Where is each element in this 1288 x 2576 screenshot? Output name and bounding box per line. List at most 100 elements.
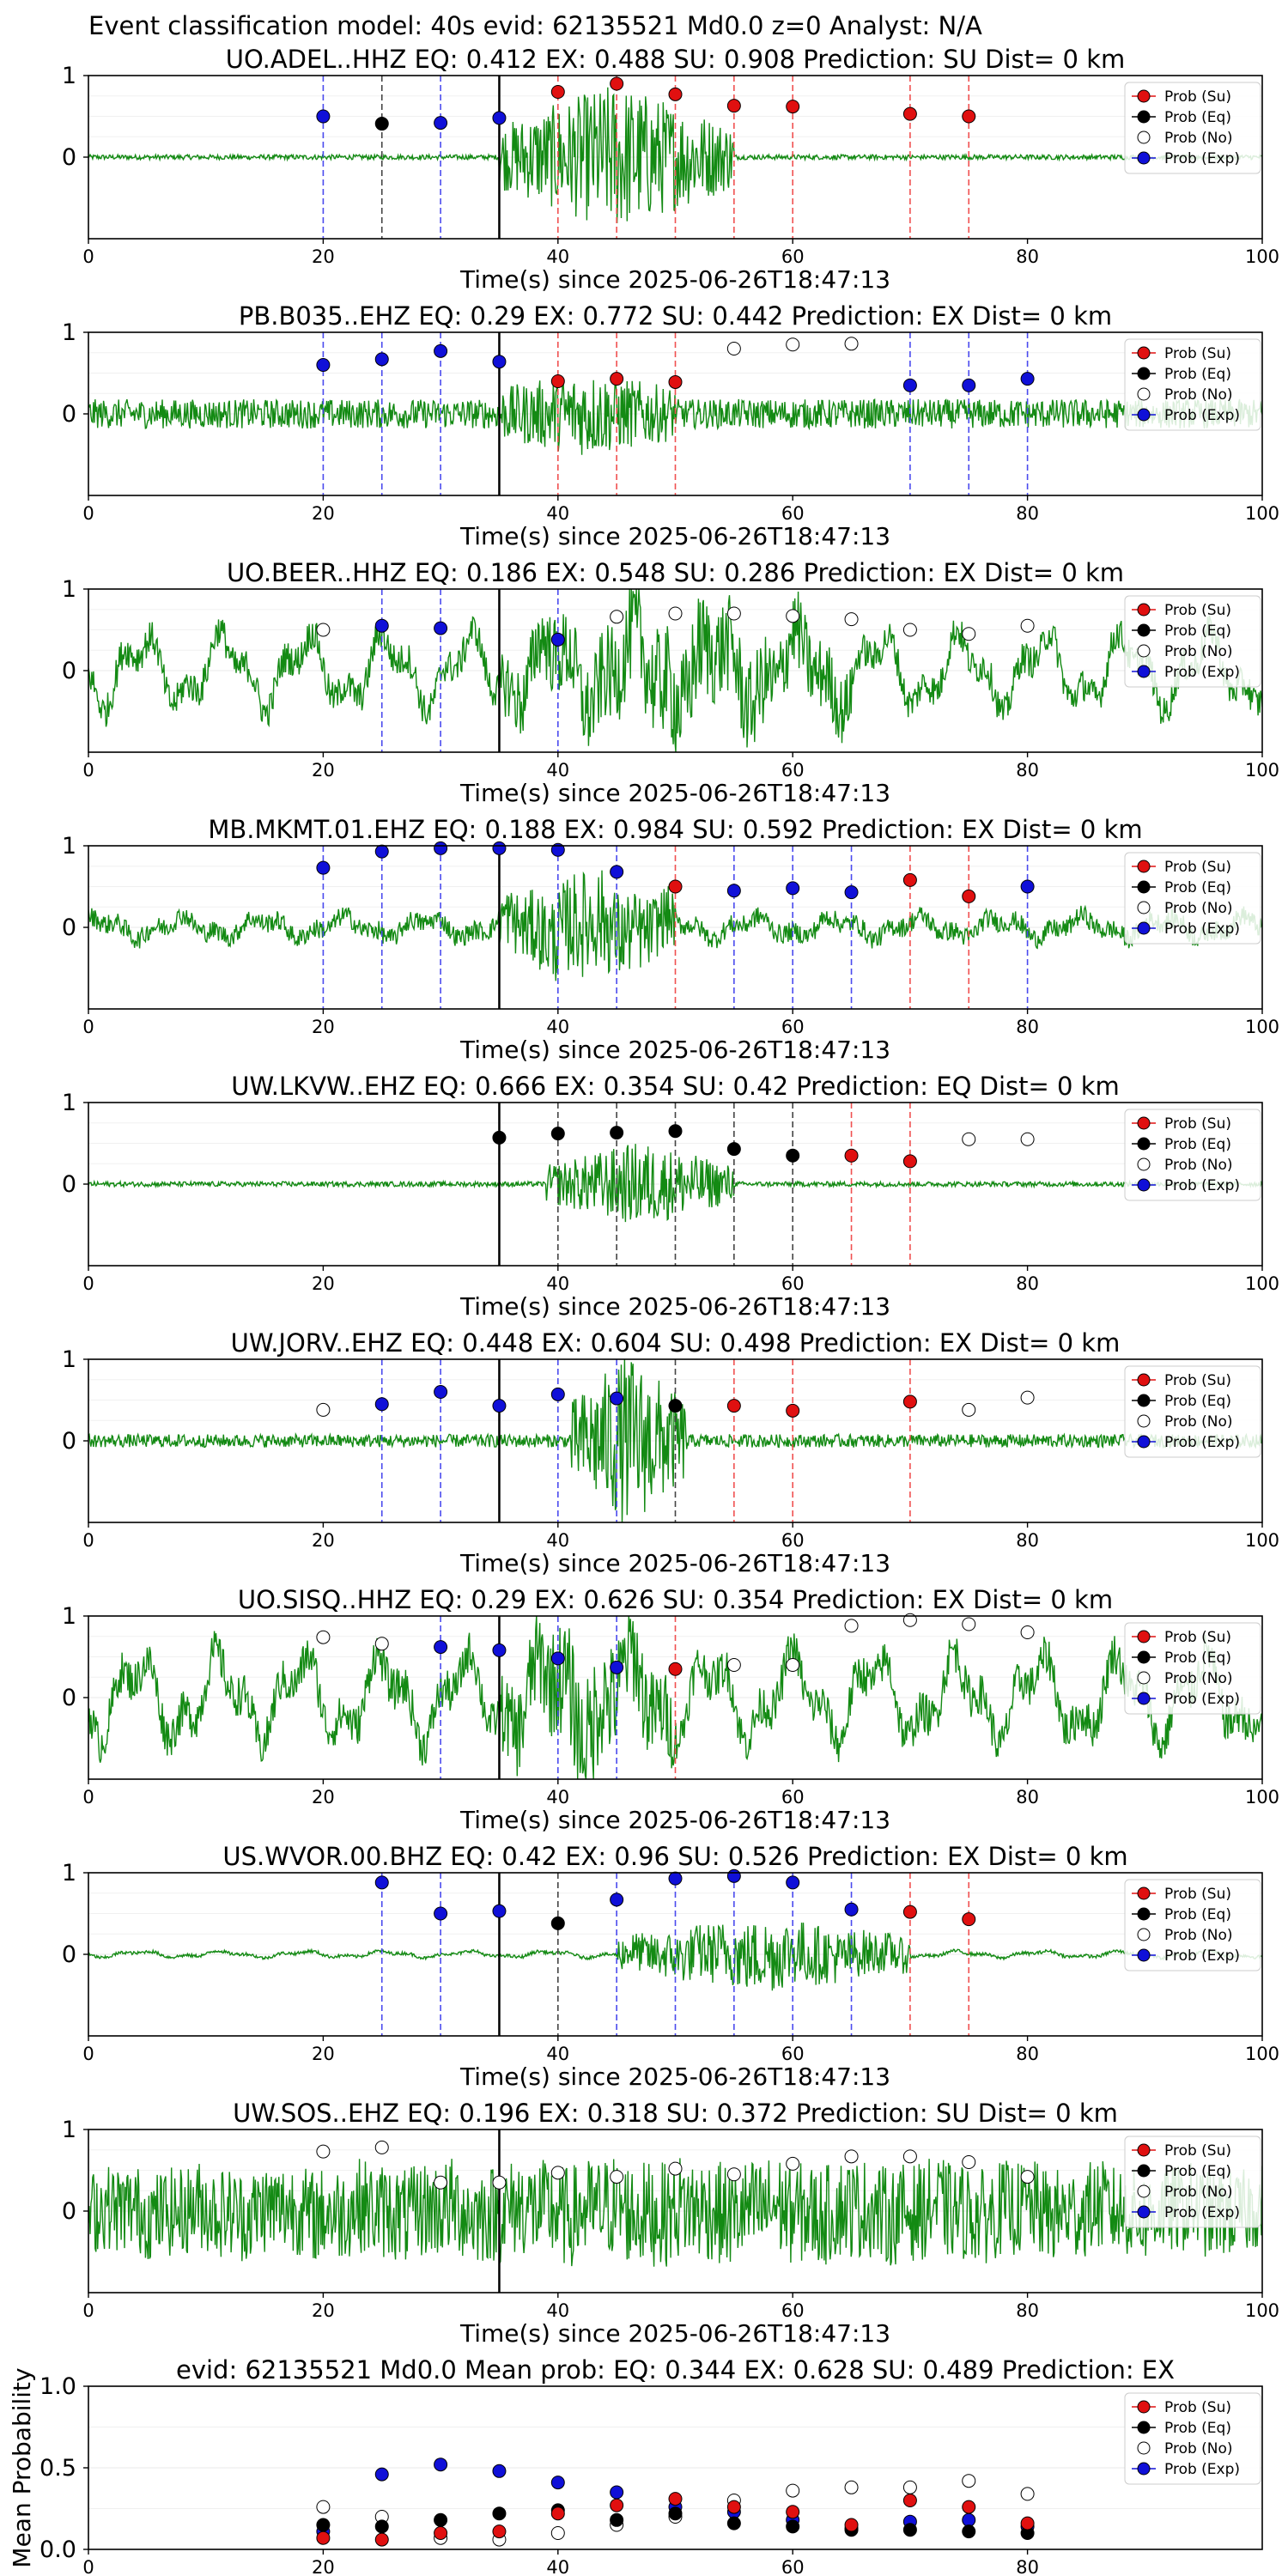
x-axis-label: Time(s) since 2025-06-26T18:47:13 [459, 1806, 890, 1834]
x-tick-label: 0 [82, 1787, 94, 1807]
legend-marker-su [1137, 1886, 1151, 1900]
y-tick-label: 0 [62, 2198, 76, 2225]
legend-label: Prob (No) [1164, 643, 1233, 660]
legend-label: Prob (Eq) [1164, 1906, 1231, 1923]
legend-marker-eq [1137, 880, 1151, 894]
marker-exp [316, 109, 331, 124]
x-tick-label: 40 [546, 2300, 569, 2321]
marker-no [316, 2500, 331, 2514]
marker-eq [902, 2523, 917, 2537]
legend-marker-exp [1137, 1948, 1151, 1962]
x-tick-label: 100 [1245, 246, 1279, 267]
legend-marker-su [1137, 860, 1151, 873]
panel-title: UW.LKVW..EHZ EQ: 0.666 EX: 0.354 SU: 0.4… [231, 1072, 1120, 1101]
marker-exp [668, 1871, 683, 1886]
x-tick-label: 20 [312, 246, 335, 267]
marker-su [726, 1399, 741, 1413]
marker-no [668, 606, 683, 621]
legend-label: Prob (No) [1164, 1927, 1233, 1944]
marker-su [786, 2505, 800, 2519]
marker-eq [374, 117, 389, 131]
marker-exp [316, 860, 331, 875]
legend-marker-su [1137, 346, 1151, 360]
marker-exp [374, 618, 389, 633]
marker-su [668, 87, 683, 101]
legend-label: Prob (No) [1164, 900, 1233, 917]
marker-no [844, 337, 859, 351]
legend: Prob (Su) Prob (Eq) Prob (No) Prob (Exp) [1124, 595, 1261, 688]
legend-label: Prob (No) [1164, 1413, 1233, 1431]
marker-eq [786, 2519, 800, 2534]
x-tick-label: 60 [781, 2557, 805, 2576]
legend-marker-no [1137, 1414, 1151, 1428]
marker-exp [550, 1387, 565, 1401]
marker-eq [668, 1124, 683, 1139]
marker-su [550, 374, 565, 388]
marker-no [1020, 2170, 1035, 2184]
marker-eq [786, 1148, 800, 1163]
marker-no [844, 612, 859, 627]
y-tick-label: 0 [62, 401, 76, 428]
marker-su [726, 99, 741, 113]
marker-exp [434, 1906, 448, 1921]
marker-no [668, 2161, 683, 2176]
marker-su [902, 106, 917, 121]
marker-exp [434, 841, 448, 855]
x-tick-label: 0 [82, 503, 94, 524]
marker-no [610, 610, 624, 624]
legend-label: Prob (No) [1164, 130, 1233, 147]
marker-no [786, 609, 800, 623]
legend-marker-no [1137, 644, 1151, 658]
marker-exp [434, 1385, 448, 1399]
x-tick-label: 100 [1245, 1530, 1279, 1551]
marker-exp [1020, 372, 1035, 386]
marker-no [962, 1402, 976, 1417]
y-tick-label: 0.5 [39, 2455, 76, 2482]
panel-title: MB.MKMT.01.EHZ EQ: 0.188 EX: 0.984 SU: 0… [208, 815, 1142, 844]
legend-label: Prob (Exp) [1164, 920, 1240, 938]
figure-title: Event classification model: 40s evid: 62… [88, 11, 982, 40]
marker-su [962, 1912, 976, 1927]
marker-no [316, 2144, 331, 2159]
x-tick-label: 40 [546, 760, 569, 781]
legend-box [1124, 1879, 1261, 1971]
legend-box [1124, 595, 1261, 688]
x-axis-label: Time(s) since 2025-06-26T18:47:13 [459, 522, 890, 550]
marker-exp [492, 1643, 507, 1657]
marker-exp [726, 884, 741, 898]
panel-3: UO.BEER..HHZ EQ: 0.186 EX: 0.548 SU: 0.2… [62, 558, 1279, 807]
marker-no [1020, 2487, 1035, 2501]
marker-eq [434, 2512, 448, 2527]
x-tick-label: 20 [312, 1017, 335, 1037]
legend-marker-no [1137, 1157, 1151, 1171]
legend-marker-eq [1137, 1907, 1151, 1921]
legend: Prob (Su) Prob (Eq) Prob (No) Prob (Exp) [1124, 338, 1261, 431]
x-tick-label: 80 [1016, 760, 1039, 781]
marker-su [902, 1905, 917, 1919]
x-tick-label: 20 [312, 1787, 335, 1807]
x-tick-label: 60 [781, 1017, 805, 1037]
marker-no [962, 627, 976, 641]
marker-no [962, 2155, 976, 2169]
marker-su [668, 374, 683, 389]
x-tick-label: 20 [312, 2300, 335, 2321]
marker-exp [610, 2485, 624, 2500]
legend-marker-eq [1137, 1137, 1151, 1151]
legend-marker-no [1137, 901, 1151, 914]
legend-marker-su [1137, 1630, 1151, 1643]
marker-eq [374, 2519, 389, 2534]
marker-su [962, 2500, 976, 2514]
marker-no [726, 606, 741, 621]
legend-box [1124, 1622, 1261, 1715]
legend-marker-eq [1137, 1650, 1151, 1664]
y-tick-label: 1 [62, 576, 76, 603]
legend-marker-exp [1137, 1435, 1151, 1449]
x-tick-label: 40 [546, 503, 569, 524]
marker-no [786, 337, 800, 352]
legend-marker-exp [1137, 921, 1151, 935]
y-tick-label: 0 [62, 1428, 76, 1455]
legend-label: Prob (Eq) [1164, 1649, 1231, 1667]
x-tick-label: 80 [1016, 246, 1039, 267]
marker-eq [550, 1916, 565, 1930]
